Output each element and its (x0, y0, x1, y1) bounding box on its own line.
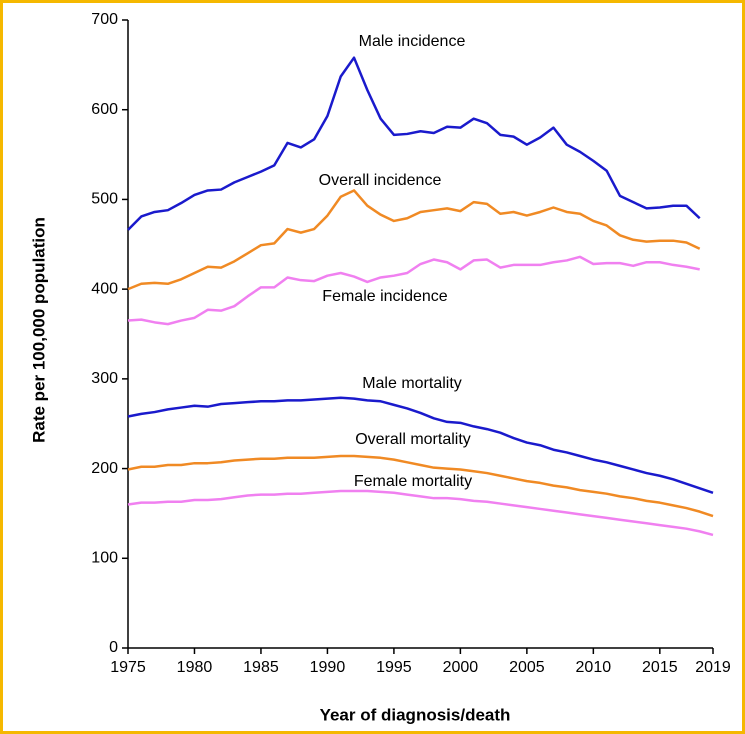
y-tick-label: 700 (91, 11, 118, 28)
y-tick-label: 500 (91, 191, 118, 208)
x-tick-label: 1980 (177, 659, 213, 676)
y-tick-label: 600 (91, 101, 118, 118)
x-tick-label: 2019 (695, 659, 731, 676)
y-tick-label: 100 (91, 550, 118, 567)
series-label: Male mortality (362, 375, 462, 392)
line (127, 189, 701, 291)
y-tick-label: 400 (91, 280, 118, 297)
x-tick-label: 2010 (576, 659, 612, 676)
x-tick-label: 2000 (443, 659, 479, 676)
line (127, 56, 701, 231)
line (127, 454, 714, 518)
series-label: Overall mortality (355, 431, 471, 448)
x-tick-label: 1985 (243, 659, 279, 676)
line (127, 489, 714, 537)
y-tick-label: 300 (91, 370, 118, 387)
series-label: Female incidence (322, 288, 448, 305)
series-label: Female mortality (354, 473, 472, 490)
line (127, 396, 714, 494)
x-tick-label: 2005 (509, 659, 545, 676)
y-axis-label: Rate per 100,000 population (29, 217, 48, 443)
y-tick-label: 200 (91, 460, 118, 477)
x-tick-label: 1975 (110, 659, 146, 676)
series-label: Male incidence (359, 33, 466, 50)
line (127, 255, 700, 326)
x-tick-label: 1995 (376, 659, 412, 676)
y-tick-label: 0 (109, 639, 118, 656)
x-axis-label: Year of diagnosis/death (320, 705, 511, 724)
x-tick-label: 1990 (310, 659, 346, 676)
x-tick-label: 2015 (642, 659, 678, 676)
series-label: Overall incidence (319, 172, 442, 189)
